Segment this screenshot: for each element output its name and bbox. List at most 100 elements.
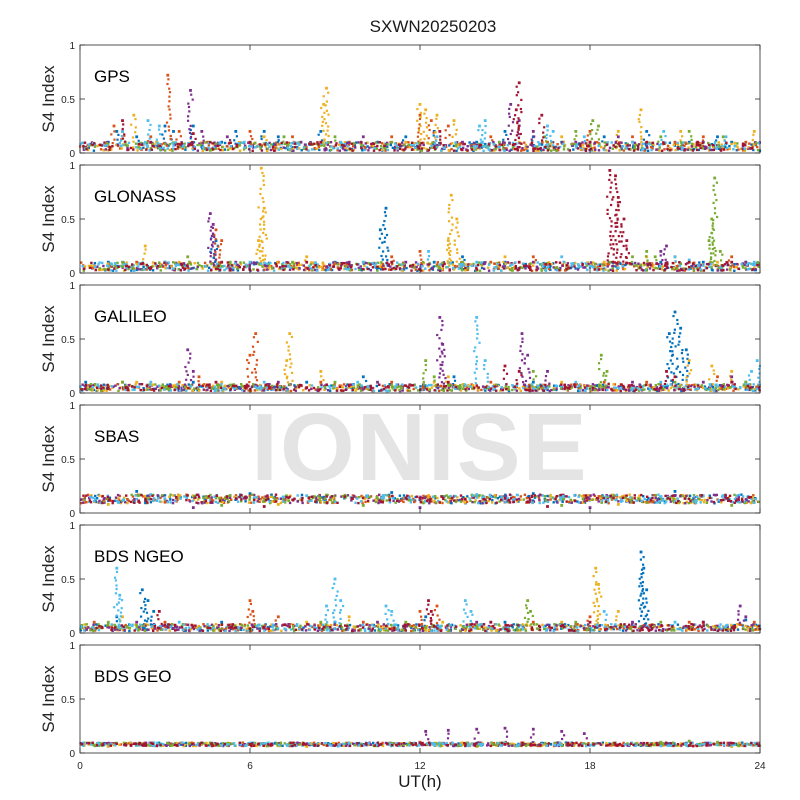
- data-point: [247, 389, 250, 392]
- data-point: [714, 193, 717, 196]
- data-point: [207, 220, 210, 223]
- data-point: [524, 388, 527, 391]
- data-point: [422, 383, 426, 386]
- data-point: [550, 141, 553, 144]
- data-point: [579, 148, 583, 151]
- data-point: [436, 127, 439, 130]
- data-point: [256, 340, 259, 343]
- data-point: [498, 265, 501, 268]
- data-point: [214, 239, 218, 242]
- data-point: [465, 148, 468, 151]
- data-point: [757, 261, 761, 265]
- data-point: [186, 348, 190, 352]
- data-point: [131, 136, 135, 139]
- data-point: [726, 268, 729, 271]
- data-point: [565, 267, 568, 270]
- data-point: [387, 493, 391, 497]
- data-point: [668, 141, 672, 144]
- data-point: [693, 383, 696, 386]
- data-point: [661, 259, 664, 262]
- data-point: [115, 269, 118, 272]
- data-point: [545, 144, 548, 147]
- data-point: [604, 384, 607, 387]
- data-point: [172, 130, 175, 133]
- data-point: [413, 383, 416, 386]
- data-point: [91, 384, 94, 387]
- data-point: [298, 267, 301, 270]
- data-point: [448, 253, 451, 256]
- data-point: [149, 501, 153, 504]
- data-point: [145, 148, 148, 151]
- data-point: [625, 143, 628, 147]
- data-point: [342, 389, 345, 392]
- data-point: [134, 383, 137, 386]
- data-point: [251, 137, 254, 141]
- data-point: [343, 148, 347, 152]
- data-point: [183, 385, 187, 389]
- data-point: [154, 383, 157, 386]
- data-point: [252, 263, 256, 266]
- data-point: [640, 146, 644, 149]
- data-point: [274, 143, 277, 146]
- data-point: [486, 372, 489, 375]
- data-point: [187, 361, 190, 364]
- data-point: [523, 148, 526, 152]
- data-point: [682, 389, 685, 392]
- data-point: [108, 384, 111, 388]
- data-point: [85, 148, 88, 151]
- data-point: [194, 137, 197, 140]
- data-point: [607, 269, 610, 272]
- data-point: [627, 148, 631, 151]
- data-point: [206, 148, 209, 151]
- data-point: [694, 384, 698, 387]
- data-point: [489, 387, 493, 390]
- data-point: [605, 374, 608, 377]
- data-point: [702, 264, 705, 267]
- data-point: [260, 137, 263, 141]
- data-point: [449, 193, 453, 197]
- data-point: [132, 264, 135, 267]
- data-point: [515, 94, 518, 97]
- data-point: [295, 262, 299, 265]
- data-point: [705, 388, 708, 392]
- data-point: [253, 261, 256, 264]
- data-point: [308, 384, 311, 387]
- data-point: [356, 384, 359, 387]
- data-point: [701, 380, 705, 384]
- data-point: [323, 139, 326, 142]
- data-point: [561, 499, 564, 502]
- data-point: [533, 147, 536, 150]
- data-point: [110, 133, 113, 136]
- data-point: [566, 262, 570, 265]
- data-point: [277, 139, 280, 142]
- data-point: [716, 145, 719, 149]
- data-point: [708, 243, 711, 246]
- data-point: [563, 385, 567, 389]
- data-point: [262, 258, 265, 262]
- data-point: [98, 261, 101, 264]
- data-point: [248, 260, 252, 264]
- data-point: [345, 263, 349, 266]
- data-point: [337, 267, 340, 271]
- data-point: [562, 142, 565, 146]
- data-point: [395, 144, 399, 148]
- data-point: [509, 268, 512, 272]
- data-point: [314, 261, 317, 264]
- data-point: [313, 147, 316, 150]
- data-point: [261, 240, 264, 243]
- data-point: [752, 130, 756, 133]
- data-point: [695, 267, 699, 270]
- data-point: [416, 135, 419, 138]
- data-point: [209, 255, 212, 258]
- data-point: [328, 264, 332, 267]
- data-point: [758, 380, 761, 383]
- data-point: [506, 261, 509, 264]
- data-point: [625, 247, 628, 250]
- data-point: [131, 388, 134, 391]
- data-point: [229, 144, 232, 148]
- data-point: [91, 386, 95, 389]
- data-point: [192, 375, 195, 378]
- data-point: [371, 266, 375, 269]
- data-point: [422, 372, 425, 375]
- data-point: [606, 259, 609, 262]
